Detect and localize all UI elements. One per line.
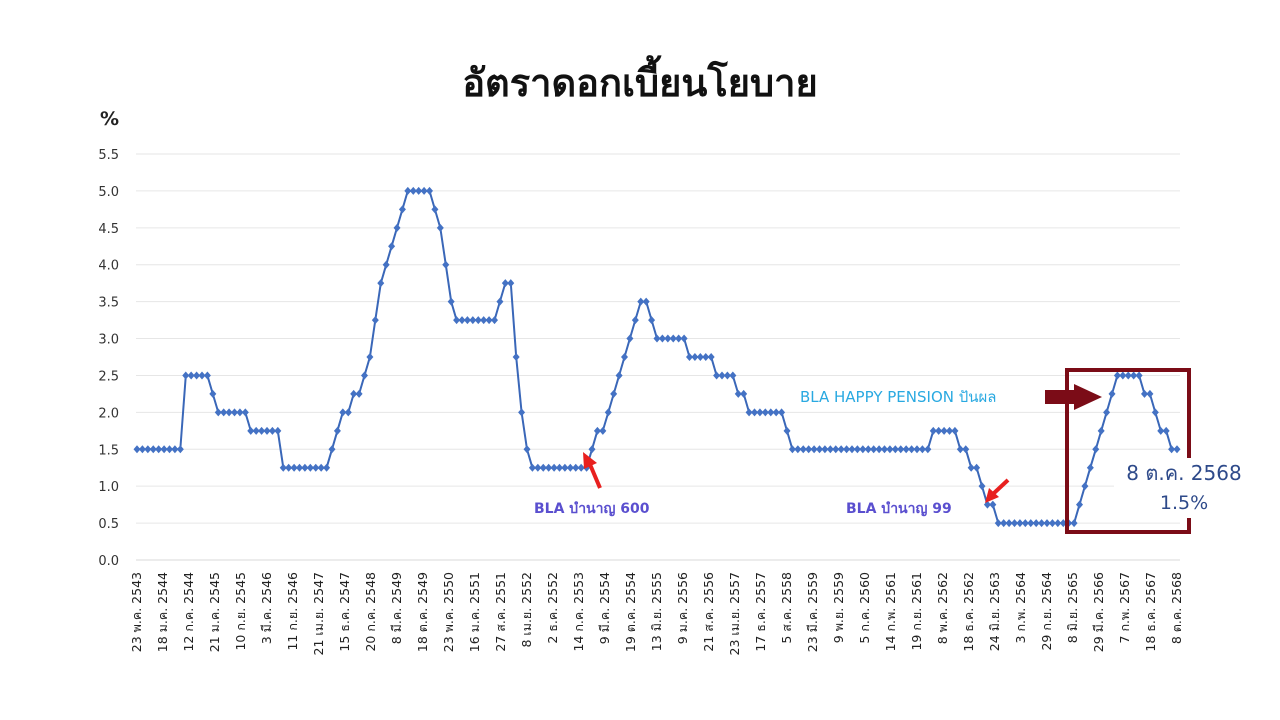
svg-text:23 เม.ย. 2557: 23 เม.ย. 2557 [727, 572, 742, 655]
y-axis-ticks: 0.0 0.5 1.0 1.5 2.0 2.5 3.0 3.5 4.0 4.5 5.0 5.5 [98, 148, 119, 569]
svg-text:29 ก.ย. 2564: 29 ก.ย. 2564 [1039, 572, 1054, 651]
svg-text:4.5: 4.5 [98, 222, 119, 237]
svg-text:8 ต.ค. 2568: 8 ต.ค. 2568 [1169, 572, 1184, 644]
svg-text:14 ก.พ. 2561: 14 ก.พ. 2561 [883, 572, 898, 651]
svg-text:2 ธ.ค. 2552: 2 ธ.ค. 2552 [545, 572, 560, 644]
svg-text:24 มิ.ย. 2563: 24 มิ.ย. 2563 [987, 572, 1002, 651]
svg-text:2.0: 2.0 [98, 406, 119, 421]
svg-text:1.0: 1.0 [98, 480, 119, 495]
svg-text:9 พ.ย. 2559: 9 พ.ย. 2559 [831, 572, 846, 643]
svg-text:19 ต.ค. 2554: 19 ต.ค. 2554 [623, 572, 638, 652]
svg-text:16 ม.ค. 2551: 16 ม.ค. 2551 [467, 572, 482, 652]
svg-text:18 ธ.ค. 2562: 18 ธ.ค. 2562 [961, 572, 976, 652]
svg-text:5.0: 5.0 [98, 185, 119, 200]
svg-text:23 พ.ค. 2543: 23 พ.ค. 2543 [129, 572, 144, 652]
svg-text:9 มี.ค. 2554: 9 มี.ค. 2554 [597, 572, 612, 644]
svg-text:3.5: 3.5 [98, 296, 119, 311]
svg-text:5 ส.ค. 2558: 5 ส.ค. 2558 [779, 572, 794, 644]
rate-line [137, 189, 1177, 525]
y-axis-unit: % [100, 108, 120, 130]
annotation-happy-pension: BLA HAPPY PENSION ปันผล [800, 388, 997, 406]
arrow-happy-icon [1045, 384, 1102, 410]
svg-text:14 ก.ค. 2553: 14 ก.ค. 2553 [571, 572, 586, 652]
svg-text:9 ม.ค. 2556: 9 ม.ค. 2556 [675, 572, 690, 644]
arrow-bla600-icon [583, 452, 602, 489]
svg-text:18 ธ.ค. 2567: 18 ธ.ค. 2567 [1143, 572, 1158, 652]
gridlines [136, 153, 1180, 561]
svg-text:11 ก.ย. 2546: 11 ก.ย. 2546 [285, 572, 300, 651]
svg-text:15 ธ.ค. 2547: 15 ธ.ค. 2547 [337, 572, 352, 652]
callout-date: 8 ต.ค. 2568 [1126, 461, 1242, 485]
x-axis-ticks: 23 พ.ค. 2543 18 ม.ค. 2544 12 ก.ค. 2544 21 ม… [129, 572, 1184, 655]
svg-text:3.0: 3.0 [98, 333, 119, 348]
svg-text:0.0: 0.0 [98, 554, 119, 569]
svg-text:19 ก.ย. 2561: 19 ก.ย. 2561 [909, 572, 924, 651]
svg-text:3 มี.ค. 2546: 3 มี.ค. 2546 [259, 572, 274, 644]
svg-text:23 มี.ค. 2559: 23 มี.ค. 2559 [805, 572, 820, 652]
svg-text:12 ก.ค. 2544: 12 ก.ค. 2544 [181, 572, 196, 652]
svg-text:5 ก.ค. 2560: 5 ก.ค. 2560 [857, 572, 872, 644]
callout-value: 1.5% [1159, 492, 1209, 514]
svg-text:7 ก.พ. 2567: 7 ก.พ. 2567 [1117, 572, 1132, 643]
annotation-bla600: BLA บำนาญ 600 [534, 501, 650, 517]
svg-text:21 ส.ค. 2556: 21 ส.ค. 2556 [701, 572, 716, 652]
svg-text:3 ก.พ. 2564: 3 ก.พ. 2564 [1013, 572, 1028, 644]
svg-text:18 ม.ค. 2544: 18 ม.ค. 2544 [155, 572, 170, 652]
rate-markers [133, 186, 1181, 528]
latest-rate-callout: 8 ต.ค. 2568 1.5% [1114, 458, 1254, 518]
svg-text:17 ธ.ค. 2557: 17 ธ.ค. 2557 [753, 572, 768, 652]
svg-text:4.0: 4.0 [98, 259, 119, 274]
svg-text:5.5: 5.5 [98, 148, 119, 163]
svg-text:21 เม.ย. 2547: 21 เม.ย. 2547 [311, 572, 326, 655]
svg-text:8 พ.ค. 2562: 8 พ.ค. 2562 [935, 572, 950, 644]
chart-title: อัตราดอกเบี้ยนโยบาย [462, 61, 818, 105]
svg-text:27 ส.ค. 2551: 27 ส.ค. 2551 [493, 572, 508, 652]
arrow-bla99-icon [985, 478, 1010, 503]
svg-text:23 พ.ค. 2550: 23 พ.ค. 2550 [441, 572, 456, 652]
svg-text:21 ม.ค. 2545: 21 ม.ค. 2545 [207, 572, 222, 652]
svg-text:8 มิ.ย. 2565: 8 มิ.ย. 2565 [1065, 572, 1080, 643]
svg-text:10 ก.ย. 2545: 10 ก.ย. 2545 [233, 572, 248, 651]
annotation-bla99: BLA บำนาญ 99 [846, 501, 952, 517]
svg-text:13 มิ.ย. 2555: 13 มิ.ย. 2555 [649, 572, 664, 651]
svg-text:8 เม.ย. 2552: 8 เม.ย. 2552 [519, 572, 534, 648]
svg-text:2.5: 2.5 [98, 369, 119, 384]
svg-text:29 มี.ค. 2566: 29 มี.ค. 2566 [1091, 572, 1106, 652]
svg-text:1.5: 1.5 [98, 443, 119, 458]
svg-text:8 มี.ค. 2549: 8 มี.ค. 2549 [389, 572, 404, 644]
svg-text:20 ก.ค. 2548: 20 ก.ค. 2548 [363, 572, 378, 652]
svg-text:0.5: 0.5 [98, 517, 119, 532]
highlight-box [1065, 368, 1191, 534]
svg-text:18 ต.ค. 2549: 18 ต.ค. 2549 [415, 572, 430, 652]
